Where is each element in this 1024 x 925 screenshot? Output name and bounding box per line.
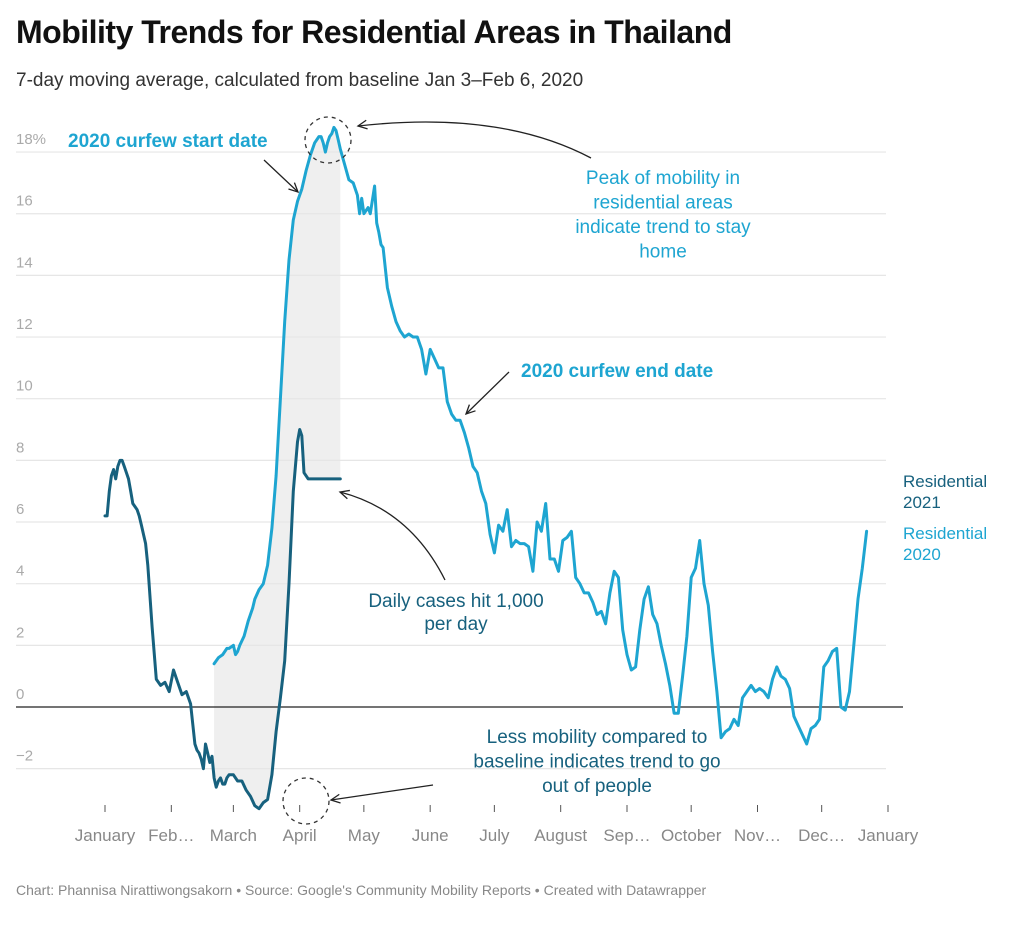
- arrowhead-peak: [356, 119, 368, 130]
- series-line-residential-2021: [103, 428, 342, 811]
- chart-title: Mobility Trends for Residential Areas in…: [16, 14, 732, 50]
- arrow-curfew-end: [465, 371, 510, 415]
- x-tick-label: January: [858, 826, 919, 845]
- y-tick-label: 10: [16, 378, 33, 395]
- chart-subtitle: 7-day moving average, calculated from ba…: [16, 70, 584, 91]
- y-tick-label: 4: [16, 563, 24, 580]
- x-tick-label: October: [661, 826, 722, 845]
- series-label-residential-2020: Residential 2020: [903, 524, 987, 564]
- peak-highlight-circle: [304, 116, 352, 164]
- annotation-less-mobility: Less mobility compared to baseline indica…: [473, 727, 720, 797]
- x-tick-label: Nov…: [734, 826, 781, 845]
- x-tick-label: July: [479, 826, 510, 845]
- annotation-curfew-start: 2020 curfew start date: [68, 131, 268, 152]
- x-tick-label: April: [283, 826, 317, 845]
- x-tick-label: August: [534, 826, 587, 845]
- y-tick-label: 16: [16, 193, 33, 210]
- arrow-peak: [357, 121, 592, 159]
- y-tick-label: −2: [16, 748, 33, 765]
- y-tick-label: 14: [16, 254, 33, 271]
- annotation-daily-cases: Daily cases hit 1,000 per day: [368, 591, 543, 635]
- y-tick-label: 18%: [16, 131, 46, 148]
- x-tick-label: Feb…: [148, 826, 194, 845]
- x-tick-label: June: [412, 826, 449, 845]
- x-tick-label: Dec…: [798, 826, 845, 845]
- arrowhead-less-mobility: [329, 793, 341, 804]
- y-tick-label: 8: [16, 439, 24, 456]
- y-tick-label: 2: [16, 624, 24, 641]
- arrowhead-daily-cases: [338, 489, 350, 500]
- annotation-peak: Peak of mobility in residential areas indi…: [575, 168, 751, 263]
- line-chart: −2 0 2 4 6 8 10 12 14 16 18% January Feb… March April…: [16, 116, 987, 845]
- series-line-residential-2020: [212, 125, 869, 746]
- arrowhead-curfew-start: [288, 182, 300, 194]
- arrow-curfew-start: [263, 159, 299, 193]
- x-tick-label: January: [75, 826, 136, 845]
- y-tick-label: 0: [16, 686, 24, 703]
- y-tick-label: 12: [16, 316, 33, 333]
- annotation-curfew-end: 2020 curfew end date: [521, 361, 713, 382]
- x-tick-label: March: [210, 826, 257, 845]
- chart-footer: Chart: Phannisa Nirattiwongsakorn • Sour…: [16, 882, 707, 898]
- x-tick-label: May: [348, 826, 381, 845]
- arrow-daily-cases: [339, 491, 446, 581]
- series-label-residential-2021: Residential 2021: [903, 472, 987, 512]
- low-highlight-circle: [282, 777, 330, 825]
- x-tick-label: Sep…: [603, 826, 650, 845]
- arrowhead-curfew-end: [464, 404, 476, 416]
- arrow-less-mobility: [330, 784, 434, 801]
- y-tick-label: 6: [16, 501, 24, 518]
